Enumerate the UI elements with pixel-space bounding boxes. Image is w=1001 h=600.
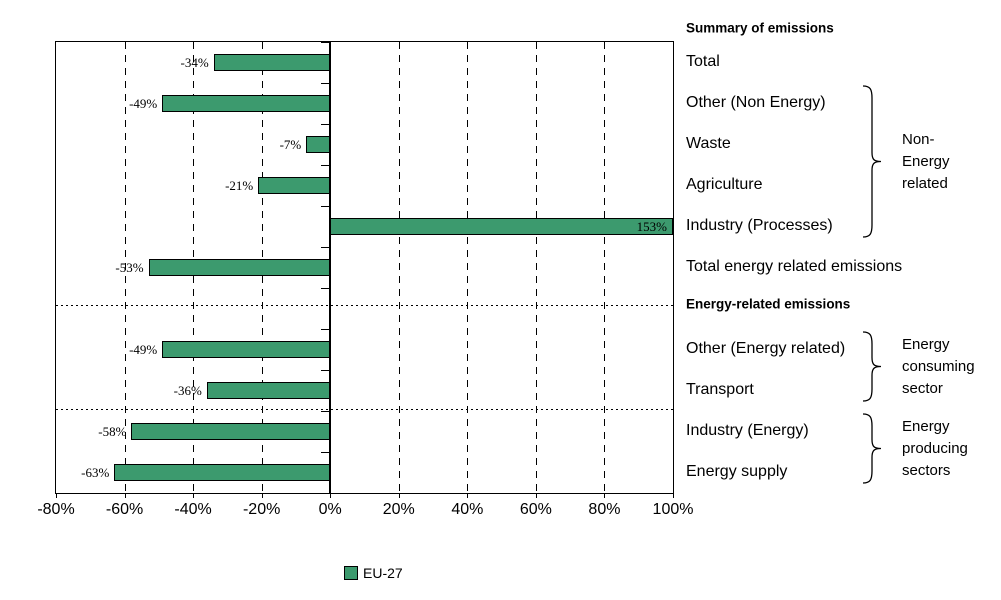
category-label: Transport: [686, 380, 754, 398]
bar: [206, 382, 331, 399]
bar-value-label: -7%: [279, 137, 302, 152]
bar-value-label: -49%: [129, 342, 158, 357]
group-label-line: Energy: [902, 152, 950, 170]
bar-value-label: -63%: [81, 465, 110, 480]
x-axis-tick-label: 0%: [318, 501, 342, 518]
bar: [306, 136, 331, 153]
group-label-line: Non-: [902, 130, 935, 148]
category-axis-tick: [321, 246, 331, 248]
group-label-line: Energy: [902, 417, 950, 435]
x-axis-tick: [193, 493, 195, 498]
bar: [258, 177, 331, 194]
x-axis-tick-label: -60%: [105, 501, 144, 518]
x-axis-tick-label: -80%: [37, 501, 75, 518]
x-axis-tick-label: -40%: [174, 501, 212, 518]
category-axis-tick: [321, 205, 331, 207]
legend: EU-27: [344, 565, 403, 581]
category-axis-tick: [321, 451, 331, 453]
x-axis-tick: [535, 493, 537, 498]
group-label-line: consuming: [902, 357, 975, 375]
x-axis-tick-label: 40%: [451, 501, 484, 518]
x-axis-tick: [330, 493, 332, 498]
category-label: Industry (Energy): [686, 421, 809, 439]
grid-line: [398, 42, 400, 493]
bar: [148, 259, 331, 276]
category-axis-tick: [321, 41, 331, 43]
grid-line: [535, 42, 537, 493]
category-axis-tick: [321, 410, 331, 412]
category-label: Industry (Processes): [686, 216, 833, 234]
bar-value-label: -36%: [173, 383, 202, 398]
group-label-line: Energy: [902, 335, 950, 353]
x-axis-tick: [124, 493, 126, 498]
group-label-line: sectors: [902, 461, 951, 479]
group-brace-icon: [861, 413, 885, 489]
section-heading: Summary of emissions: [686, 20, 834, 36]
bar-value-label: -34%: [180, 55, 209, 70]
group-label: Energy consuming sector: [902, 334, 975, 400]
category-label: Other (Non Energy): [686, 93, 826, 111]
group-label-line: sector: [902, 379, 943, 397]
x-axis-tick-label: 80%: [588, 501, 621, 518]
legend-swatch-icon: [344, 566, 358, 580]
bar-value-label: -21%: [225, 178, 254, 193]
category-label: Energy supply: [686, 462, 788, 480]
group-label-line: producing: [902, 439, 968, 457]
group-brace-icon: [861, 331, 885, 407]
bar-value-label: 153%: [636, 219, 667, 234]
category-axis-tick: [321, 328, 331, 330]
x-axis-tick: [673, 493, 674, 498]
group-label-line: related: [902, 174, 948, 192]
bar: [330, 218, 673, 235]
x-axis-tick-label: 20%: [382, 501, 415, 518]
x-axis-tick: [261, 493, 263, 498]
category-label: Total: [686, 52, 720, 70]
x-axis-tick: [56, 493, 57, 498]
zero-axis-line: [329, 42, 332, 493]
grid-line: [467, 42, 469, 493]
group-label: Non- Energy related: [902, 129, 950, 195]
category-label: Total energy related emissions: [686, 257, 903, 275]
bar-value-label: -53%: [115, 260, 144, 275]
section-separator-line: [56, 305, 673, 306]
legend-label: EU-27: [363, 565, 403, 581]
section-heading: Energy-related emissions: [686, 296, 851, 311]
category-label: Other (Energy related): [686, 339, 846, 357]
plot-area: -34% -49% -7% -21% 153% -53% -49% -36% -58% -63%: [55, 41, 674, 494]
category-axis-tick: [321, 369, 331, 371]
category-label: Waste: [686, 134, 731, 152]
grid-line: [124, 42, 126, 493]
bar: [114, 464, 331, 481]
category-axis-tick: [321, 287, 331, 289]
bar: [162, 95, 331, 112]
category-axis-tick: [321, 164, 331, 166]
category-axis-tick: [321, 492, 331, 494]
x-axis-tick: [398, 493, 400, 498]
bar: [131, 423, 331, 440]
x-axis-tick-label: 60%: [519, 501, 552, 518]
group-label: Energy producing sectors: [902, 416, 968, 482]
x-axis-tick: [467, 493, 469, 498]
bar-value-label: -49%: [129, 96, 158, 111]
section-separator-line: [56, 409, 673, 410]
x-axis-tick-label: -20%: [242, 501, 281, 518]
x-axis-tick: [604, 493, 606, 498]
bar-value-label: -58%: [98, 424, 127, 439]
bar: [213, 54, 331, 71]
category-label: Agriculture: [686, 175, 763, 193]
group-brace-icon: [861, 85, 885, 243]
category-axis-tick: [321, 82, 331, 84]
bar: [162, 341, 331, 358]
x-axis-tick-label: 100%: [652, 501, 694, 518]
grid-line: [604, 42, 606, 493]
category-axis-tick: [321, 123, 331, 125]
